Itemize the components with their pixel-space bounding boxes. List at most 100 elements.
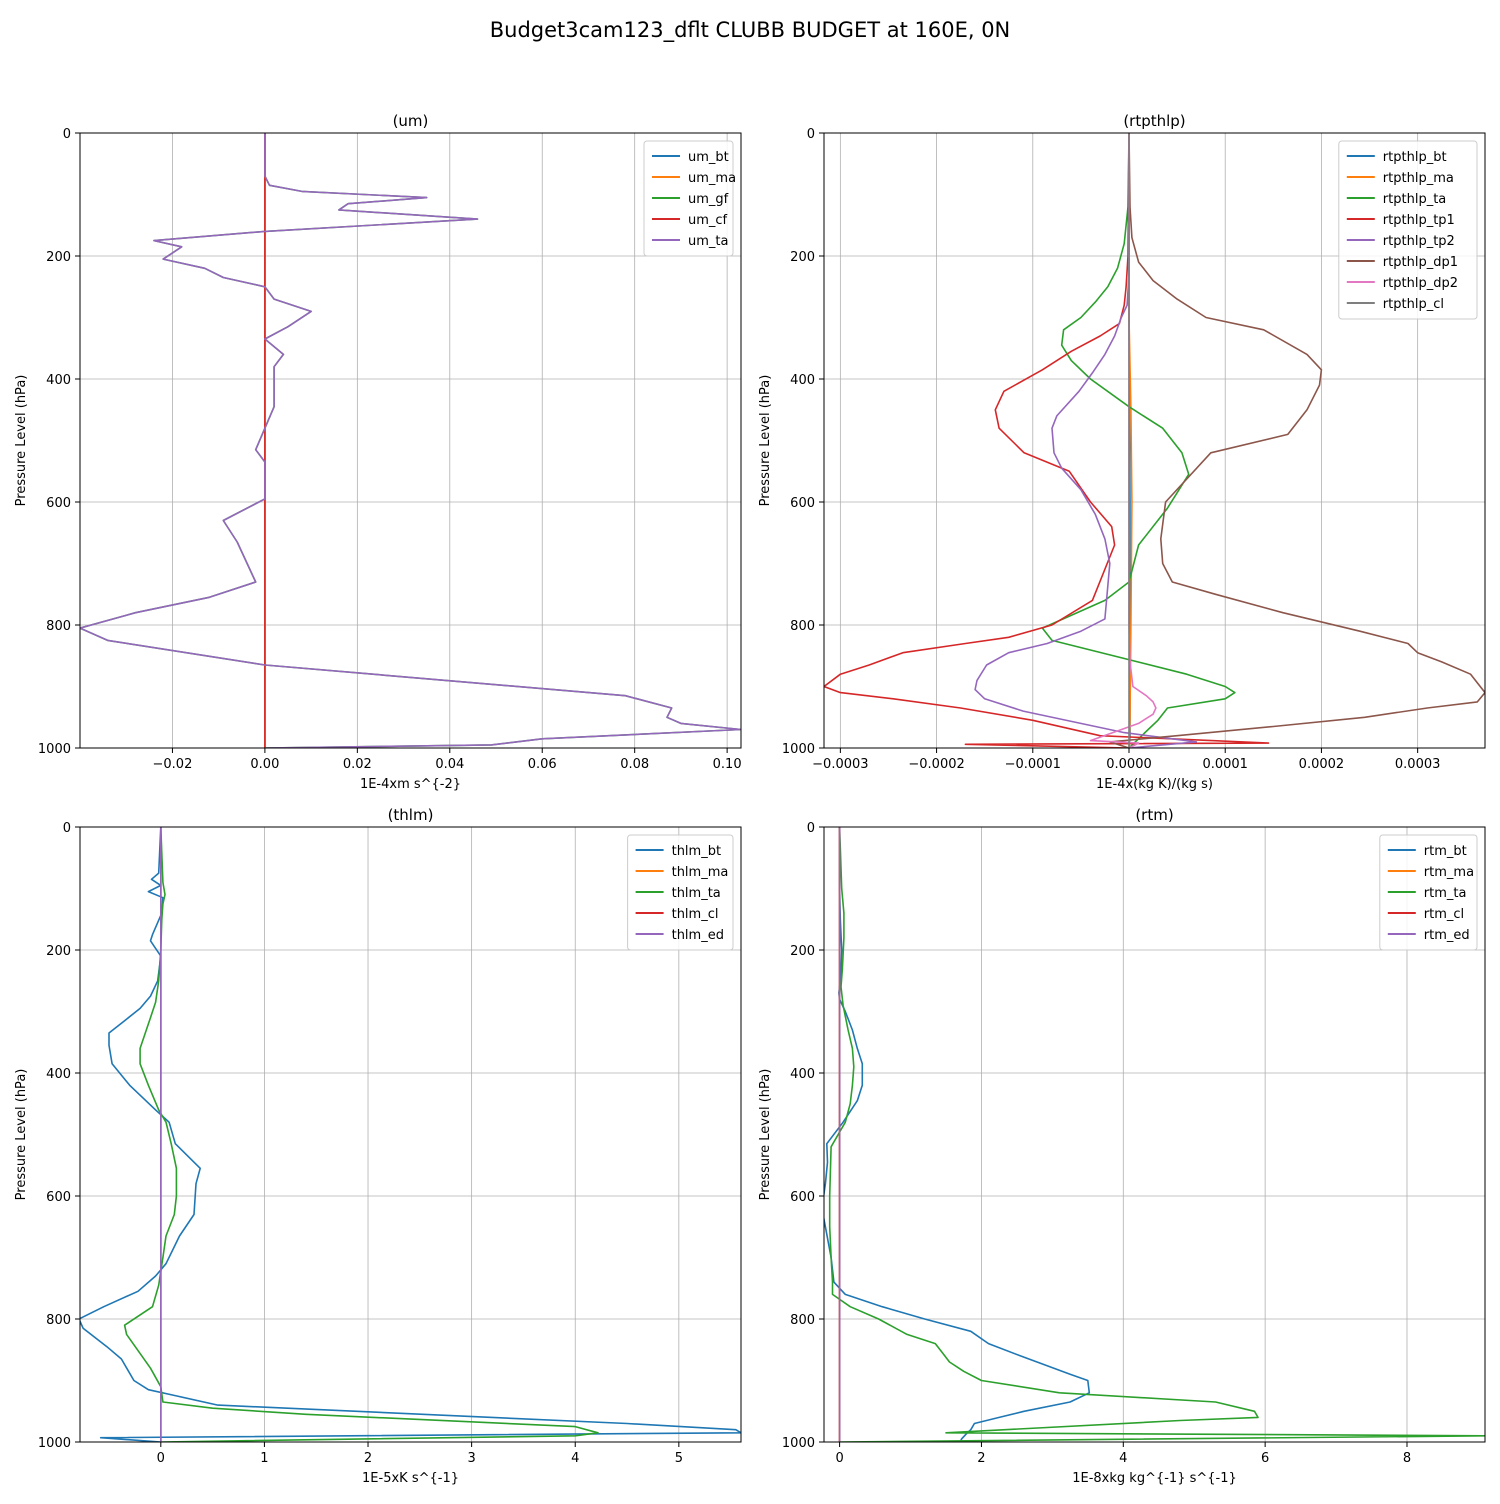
legend-label: rtm_ed: [1424, 928, 1470, 943]
figure-title: Budget3cam123_dflt CLUBB BUDGET at 160E,…: [490, 18, 1011, 43]
y-tick-label: 400: [46, 373, 71, 388]
x-tick-label: 3: [467, 1451, 475, 1466]
legend-label: rtpthlp_ma: [1383, 171, 1454, 186]
panel-title: (um): [393, 112, 429, 130]
axes-frame: [823, 826, 1486, 1443]
y-tick-label: 800: [46, 1313, 71, 1328]
legend-label: thlm_ma: [672, 865, 729, 880]
y-tick-label: 800: [790, 1313, 815, 1328]
y-tick-label: 600: [790, 1190, 815, 1205]
x-tick-label: 0.08: [620, 757, 649, 772]
x-tick-label: 5: [675, 1451, 683, 1466]
x-tick-label: 4: [1119, 1451, 1127, 1466]
panel-title: (rtpthlp): [1123, 112, 1185, 130]
series-line-thlm_bt: [80, 827, 741, 1442]
legend-label: rtpthlp_cl: [1383, 297, 1444, 312]
legend-label: rtm_cl: [1424, 907, 1464, 922]
legend-box: [627, 834, 734, 951]
series-group: [80, 133, 741, 748]
x-tick-label: 2: [977, 1451, 985, 1466]
x-tick-label: 0.00: [250, 757, 279, 772]
chart-panel: −0.02 0.00 0.02 0.04 0.06 0.08 0.10 0 200 400 600 8…: [14, 112, 742, 792]
y-tick-label: 0: [807, 821, 815, 836]
x-tick-label: 0.0001: [1202, 757, 1248, 772]
panel-title: (thlm): [388, 806, 434, 824]
x-tick-label: −0.0002: [908, 757, 964, 772]
series-line-um_gf: [80, 133, 741, 748]
series-group: [824, 827, 1485, 1442]
series-line-rtm_ta: [828, 827, 1485, 1442]
legend-label: rtm_ma: [1424, 865, 1474, 880]
x-tick-label: 8: [1403, 1451, 1411, 1466]
series-line-rtpthlp_tp1: [824, 133, 1270, 748]
legend: thlm_bt thlm_ma thlm_ta thlm_cl thlm_ed: [627, 834, 734, 951]
x-tick-label: 2: [364, 1451, 372, 1466]
legend-label: um_ta: [688, 234, 728, 249]
legend-label: rtpthlp_ta: [1383, 192, 1446, 207]
x-tick-label: 0.06: [528, 757, 557, 772]
legend-label: rtpthlp_dp2: [1383, 276, 1458, 291]
y-tick-label: 0: [807, 127, 815, 142]
legend-label: rtm_ta: [1424, 886, 1467, 901]
legend-label: um_bt: [688, 150, 729, 165]
y-tick-label: 200: [46, 944, 71, 959]
chart-panel: 0 1 2 3 4 5 0 200 400 600 800 1000 (thlm) 1E-5xK s^{-…: [14, 806, 742, 1486]
series-group: [80, 827, 741, 1442]
legend-label: um_gf: [688, 192, 729, 207]
y-tick-label: 1000: [38, 742, 71, 757]
axes-frame: [79, 132, 742, 749]
legend: um_bt um_ma um_gf um_cf um_ta: [643, 140, 736, 257]
chart-panel: 0 2 4 6 8 0 200 400 600 800 1000 (rtm) 1E-8xkg kg^{-…: [758, 806, 1486, 1486]
x-tick-label: 0.0000: [1106, 757, 1152, 772]
x-tick-label: 0: [835, 1451, 843, 1466]
series-line-thlm_ta: [123, 827, 599, 1442]
y-tick-label: 200: [790, 250, 815, 265]
axes-frame: [823, 132, 1486, 749]
axes-frame: [79, 826, 742, 1443]
y-tick-label: 400: [790, 1067, 815, 1082]
series-group: [824, 133, 1485, 748]
panel-title: (rtm): [1135, 806, 1173, 824]
y-tick-label: 400: [46, 1067, 71, 1082]
legend-label: rtpthlp_tp2: [1383, 234, 1455, 249]
legend-label: thlm_bt: [672, 844, 721, 859]
legend: rtm_bt rtm_ma rtm_ta rtm_cl rtm_ed: [1379, 834, 1478, 951]
series-line-rtpthlp_tp2: [974, 133, 1198, 748]
x-tick-label: 0.04: [435, 757, 464, 772]
y-tick-label: 200: [790, 944, 815, 959]
legend: rtpthlp_bt rtpthlp_ma rtpthlp_ta rtpthlp_tp…: [1338, 140, 1478, 320]
legend-label: rtpthlp_dp1: [1383, 255, 1458, 270]
x-axis-label: 1E-4xm s^{-2}: [360, 777, 461, 792]
y-tick-label: 200: [46, 250, 71, 265]
series-line-rtpthlp_dp2: [1089, 133, 1157, 748]
x-tick-label: 6: [1261, 1451, 1269, 1466]
x-axis-label: 1E-4x(kg K)/(kg s): [1096, 777, 1213, 792]
y-axis-label: Pressure Level (hPa): [14, 375, 29, 507]
legend-label: rtpthlp_tp1: [1383, 213, 1455, 228]
y-axis-label: Pressure Level (hPa): [758, 375, 773, 507]
y-tick-label: 600: [46, 1190, 71, 1205]
x-tick-label: −0.02: [153, 757, 193, 772]
y-tick-label: 1000: [782, 1436, 815, 1451]
x-tick-label: 4: [571, 1451, 579, 1466]
x-tick-label: 0.0003: [1395, 757, 1441, 772]
series-line-rtpthlp_dp1: [1109, 133, 1485, 748]
legend-box: [1379, 834, 1478, 951]
x-tick-label: −0.0003: [812, 757, 868, 772]
x-tick-label: 0.02: [343, 757, 372, 772]
legend-box: [643, 140, 734, 257]
series-line-um_ta: [80, 133, 741, 748]
y-tick-label: 800: [790, 619, 815, 634]
legend-label: um_ma: [688, 171, 736, 186]
legend-box: [1338, 140, 1478, 320]
y-tick-label: 400: [790, 373, 815, 388]
y-tick-label: 0: [63, 821, 71, 836]
legend-label: um_cf: [688, 213, 728, 228]
y-tick-label: 1000: [782, 742, 815, 757]
series-line-rtpthlp_ta: [1041, 133, 1236, 748]
y-axis-label: Pressure Level (hPa): [14, 1069, 29, 1201]
x-tick-label: 1: [260, 1451, 268, 1466]
chart-panel: −0.0003 −0.0002 −0.0001 0.0000 0.0001 0.0002 0…: [758, 112, 1486, 792]
